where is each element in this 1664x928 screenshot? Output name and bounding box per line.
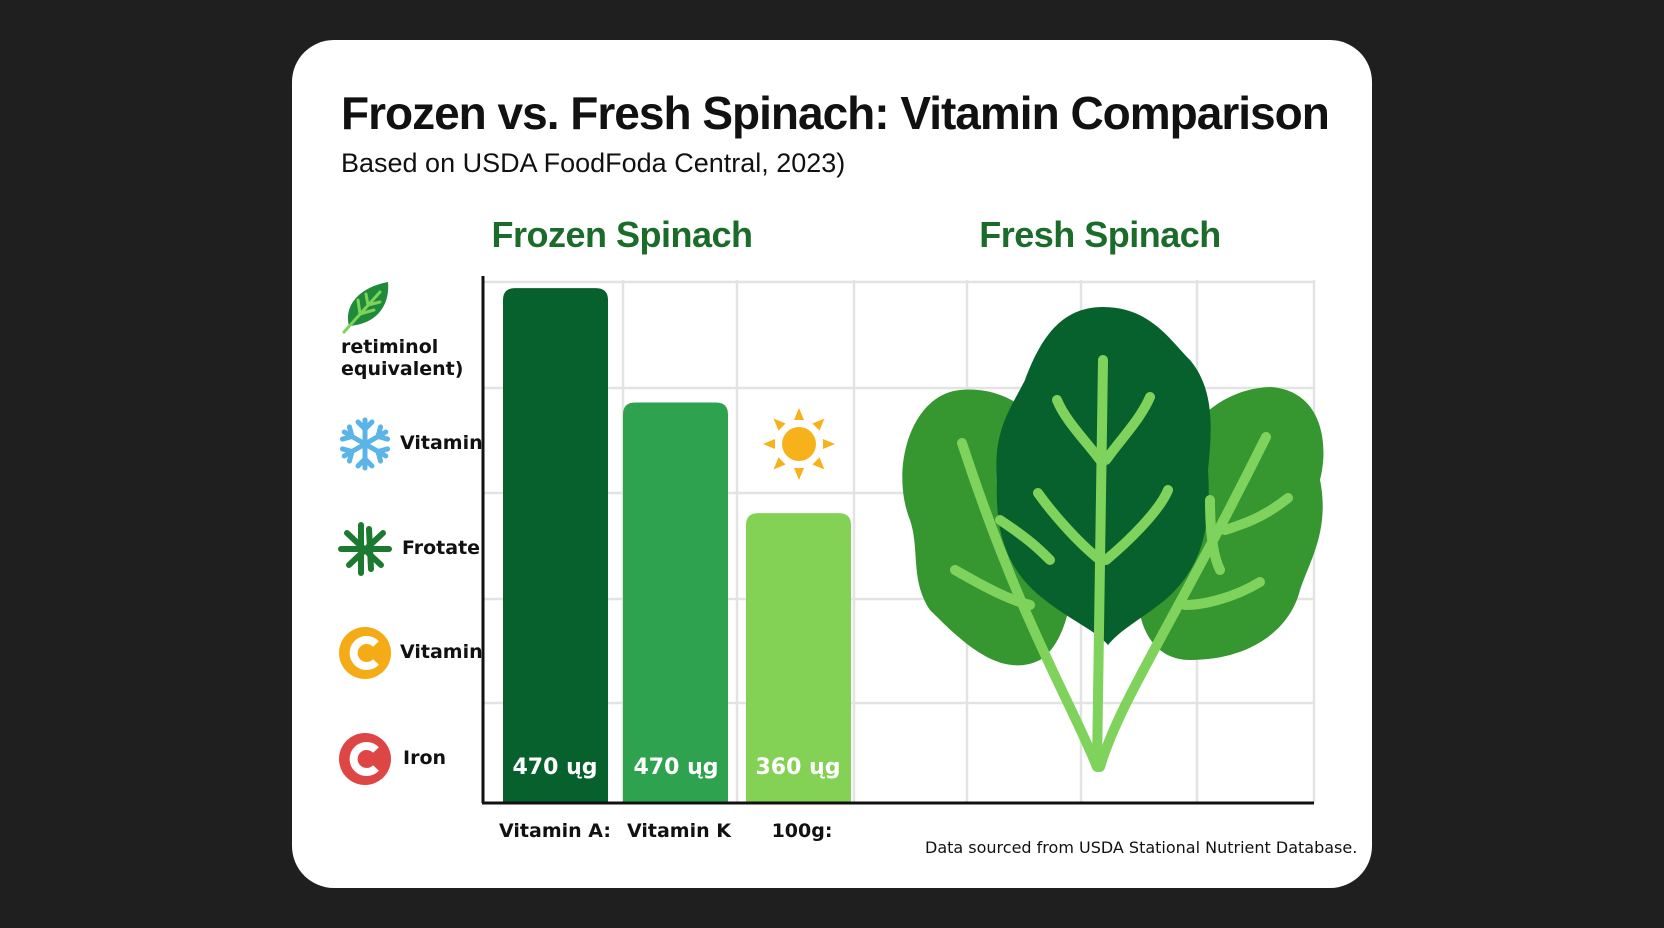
bar-1 xyxy=(503,288,608,804)
folate-icon xyxy=(338,522,392,576)
legend-label-vitamin-snow: Vitamin xyxy=(400,432,483,454)
legend-label-line: equivalent) xyxy=(341,358,464,380)
x-tick-label: Vitamin A: xyxy=(499,820,611,842)
snowflake-arm xyxy=(339,424,368,447)
legend-label-folate: Frotate xyxy=(402,537,481,559)
iron-c-red-icon xyxy=(339,733,391,785)
bar-value-label: 360 ųg xyxy=(755,755,841,780)
sun-ray xyxy=(773,457,786,470)
sun-icon xyxy=(763,408,835,480)
legend-label-retinol: retiminol equivalent) xyxy=(341,336,463,380)
bar-value-label: 470 ųg xyxy=(512,755,598,780)
sun-ray xyxy=(794,408,804,420)
sun-ray xyxy=(773,418,786,431)
legend-label-iron: Iron xyxy=(403,747,447,769)
fresh-panel-heading: Fresh Spinach xyxy=(979,214,1221,255)
snowflake-arm xyxy=(355,417,375,447)
bar-2 xyxy=(623,402,728,803)
legend-label-line: retiminol xyxy=(341,336,439,358)
source-footnote: Data sourced from USDA Stational Nutrien… xyxy=(925,838,1358,857)
chart-subtitle: Based on USDA FoodFoda Central, 2023) xyxy=(341,148,846,178)
bars xyxy=(503,288,851,804)
frozen-panel-heading: Frozen Spinach xyxy=(491,214,753,255)
x-tick-label: Vitamin K xyxy=(627,820,731,842)
x-tick-label: 100g: xyxy=(771,820,833,842)
sun-ray xyxy=(812,457,825,470)
sun-ray xyxy=(794,468,804,480)
leaf-icon xyxy=(342,282,389,334)
snowflake-icon xyxy=(339,417,391,471)
bar-value-label: 470 ųg xyxy=(633,755,719,780)
sun-ray xyxy=(823,439,835,449)
gridlines xyxy=(483,280,1316,803)
vitamin-c-orange-icon xyxy=(339,627,391,679)
sun-ray xyxy=(812,418,825,431)
bar-3 xyxy=(746,513,851,803)
snowflake-arm xyxy=(339,441,368,464)
chart-title: Frozen vs. Fresh Spinach: Vitamin Compar… xyxy=(341,87,1330,139)
legend-label-vitamin-c: Vitamin xyxy=(400,641,483,663)
spinach-illustration xyxy=(902,307,1324,772)
snowflake-arm xyxy=(355,441,375,471)
snowflake-arm xyxy=(362,441,391,464)
snowflake-arm xyxy=(362,424,391,447)
sun-ray xyxy=(763,439,775,449)
